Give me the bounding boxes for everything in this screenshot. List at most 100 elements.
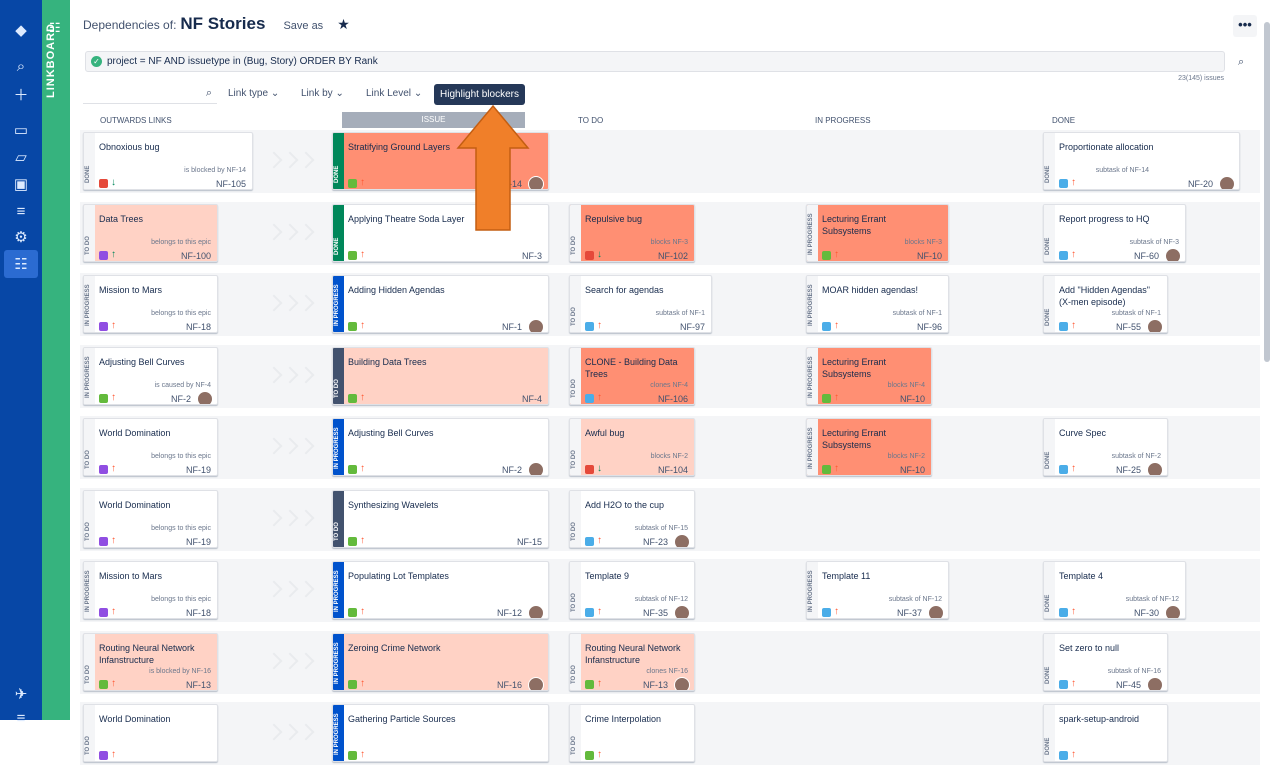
- issue-card[interactable]: DONE Set zero to null subtask of NF-16 ↑ NF-…: [1043, 632, 1168, 691]
- issue-key[interactable]: NF-30: [1133, 608, 1159, 618]
- issue-card[interactable]: DONE Curve Spec subtask of NF-2 ↑ NF-25: [1043, 418, 1168, 476]
- highlight-blockers-button[interactable]: Highlight blockers: [434, 84, 525, 105]
- issue-card[interactable]: IN PROGRESS Mission to Mars belongs to thi…: [83, 561, 218, 619]
- issue-card[interactable]: TO DO World Domination belongs to this epi…: [83, 489, 218, 548]
- issue-card[interactable]: IN PROGRESS Lecturing Errant Subsystems bl…: [806, 418, 932, 476]
- issue-key[interactable]: NF-10: [899, 465, 925, 475]
- issue-card[interactable]: TO DO Data Trees belongs to this epic ↑ NF-1…: [83, 203, 218, 262]
- more-actions-button[interactable]: •••: [1233, 15, 1257, 37]
- linkboard-app-icon[interactable]: ☷: [4, 250, 38, 278]
- board-icon[interactable]: ▭: [13, 122, 29, 139]
- issue-key[interactable]: NF-18: [185, 322, 211, 332]
- issue-card[interactable]: DONE Template 4 subtask of NF-12 ↑ NF-30: [1043, 561, 1186, 619]
- issue-card[interactable]: IN PROGRESS Template 11 subtask of NF-12 ↑ N…: [806, 561, 949, 619]
- save-as-button[interactable]: Save as: [283, 20, 324, 32]
- issue-card[interactable]: IN PROGRESS Populating Lot Templates ↑ NF-1…: [332, 561, 549, 619]
- issue-key[interactable]: NF-10: [899, 393, 925, 404]
- issue-card[interactable]: IN PROGRESS Zeroing Crime Network ↑ NF-16: [332, 632, 549, 691]
- link-by-dropdown[interactable]: Link by ⌄: [301, 88, 344, 99]
- filter-input[interactable]: ⌕: [83, 84, 217, 104]
- issue-key[interactable]: NF-1: [502, 322, 522, 332]
- jql-input[interactable]: ✓ project = NF AND issuetype in (Bug, St…: [85, 51, 1225, 72]
- issue-card[interactable]: IN PROGRESS Lecturing Errant Subsystems bl…: [806, 346, 932, 405]
- issue-key[interactable]: NF-35: [642, 608, 668, 618]
- filter-icon[interactable]: ≡: [16, 202, 26, 220]
- issue-card[interactable]: TO DO Awful bug blocks NF-2 ↓ NF-104: [569, 418, 695, 476]
- jql-search-icon[interactable]: ⌕: [1238, 56, 1245, 68]
- link-level-dropdown[interactable]: Link Level ⌄: [366, 88, 423, 99]
- issue-key[interactable]: NF-20: [1187, 179, 1213, 189]
- issue-key[interactable]: NF-25: [1115, 465, 1141, 475]
- issue-key[interactable]: NF-18: [185, 608, 211, 618]
- issue-card[interactable]: DONE Obnoxious bug is blocked by NF-14 ↓ NF-…: [83, 132, 253, 190]
- issue-card[interactable]: TO DO Add H2O to the cup subtask of NF-15 ↑…: [569, 489, 695, 548]
- avatar[interactable]: [674, 676, 690, 690]
- issue-key[interactable]: NF-55: [1115, 322, 1141, 332]
- folder-icon[interactable]: ▱: [15, 149, 27, 166]
- avatar[interactable]: [1165, 247, 1181, 261]
- menu-icon[interactable]: ≡: [16, 709, 26, 727]
- issue-card[interactable]: TO DO Synthesizing Wavelets ↑ NF-15: [332, 489, 549, 548]
- avatar[interactable]: [528, 462, 544, 475]
- issue-card[interactable]: TO DO Routing Neural Network Infanstructu…: [83, 632, 218, 691]
- issue-key[interactable]: NF-2: [171, 393, 191, 404]
- issue-card[interactable]: IN PROGRESS Adjusting Bell Curves ↑ NF-2: [332, 418, 549, 476]
- issue-card[interactable]: IN PROGRESS MOAR hidden agendas! subtask o…: [806, 275, 949, 333]
- issue-key[interactable]: NF-19: [185, 536, 211, 547]
- issue-card[interactable]: TO DO Template 9 subtask of NF-12 ↑ NF-35: [569, 561, 695, 619]
- avatar[interactable]: [1219, 176, 1235, 189]
- monitor-icon[interactable]: ▣: [13, 176, 29, 193]
- avatar[interactable]: [928, 605, 944, 618]
- issue-card[interactable]: DONE Report progress to HQ subtask of NF-3…: [1043, 203, 1186, 262]
- issue-card[interactable]: IN PROGRESS Adding Hidden Agendas ↑ NF-1: [332, 275, 549, 333]
- avatar[interactable]: [674, 533, 690, 547]
- issue-card[interactable]: TO DO Repulsive bug blocks NF-3 ↓ NF-102: [569, 203, 695, 262]
- avatar[interactable]: [528, 605, 544, 618]
- link-type-dropdown[interactable]: Link type ⌄: [228, 88, 280, 99]
- avatar[interactable]: [1147, 676, 1163, 690]
- avatar[interactable]: [1147, 319, 1163, 332]
- issue-key[interactable]: NF-13: [642, 679, 668, 690]
- avatar[interactable]: [528, 676, 544, 690]
- search-icon[interactable]: ⌕: [16, 57, 26, 75]
- issue-card[interactable]: IN PROGRESS Adjusting Bell Curves is cause…: [83, 346, 218, 405]
- issue-card[interactable]: IN PROGRESS Lecturing Errant Subsystems bl…: [806, 203, 949, 262]
- issue-card[interactable]: IN PROGRESS Gathering Particle Sources ↑: [332, 704, 549, 762]
- issue-card[interactable]: TO DO World Domination belongs to this epi…: [83, 418, 218, 476]
- avatar[interactable]: [197, 390, 213, 404]
- avatar[interactable]: [1165, 605, 1181, 618]
- issue-key[interactable]: NF-60: [1133, 250, 1159, 261]
- avatar[interactable]: [528, 319, 544, 332]
- rocket-icon[interactable]: ✈: [14, 686, 28, 703]
- issue-key[interactable]: NF-23: [642, 536, 668, 547]
- issue-key[interactable]: NF-102: [657, 250, 688, 261]
- issue-key[interactable]: NF-4: [522, 393, 542, 404]
- issue-card[interactable]: DONE spark-setup-android ↑: [1043, 704, 1168, 762]
- issue-key[interactable]: NF-100: [180, 250, 211, 261]
- issue-key[interactable]: NF-19: [185, 465, 211, 475]
- issue-card[interactable]: TO DO CLONE - Building Data Trees clones N…: [569, 346, 695, 405]
- avatar[interactable]: [674, 605, 690, 618]
- issue-key[interactable]: NF-96: [916, 322, 942, 332]
- issue-key[interactable]: NF-12: [496, 608, 522, 618]
- gear-icon[interactable]: ⚙: [14, 229, 28, 246]
- issue-card[interactable]: DONE Add "Hidden Agendas" (X-men episode)…: [1043, 275, 1168, 333]
- issue-key[interactable]: NF-105: [215, 179, 246, 189]
- issue-card[interactable]: DONE Applying Theatre Soda Layer ↑ NF-3: [332, 203, 549, 262]
- issue-card[interactable]: IN PROGRESS Mission to Mars belongs to thi…: [83, 275, 218, 333]
- issue-key[interactable]: NF-10: [916, 250, 942, 261]
- avatar[interactable]: [1147, 462, 1163, 475]
- issue-card[interactable]: TO DO Routing Neural Network Infanstructu…: [569, 632, 695, 691]
- issue-key[interactable]: NF-15: [516, 536, 542, 547]
- issue-card[interactable]: DONE Proportionate allocation subtask of N…: [1043, 132, 1240, 190]
- issue-key[interactable]: NF-45: [1115, 679, 1141, 690]
- issue-key[interactable]: NF-104: [657, 465, 688, 475]
- issue-key[interactable]: NF-106: [657, 393, 688, 404]
- create-icon[interactable]: ＋: [13, 86, 29, 104]
- avatar[interactable]: [528, 176, 544, 189]
- issue-key[interactable]: NF-16: [496, 679, 522, 690]
- issue-key[interactable]: NF-2: [502, 465, 522, 475]
- issue-card[interactable]: TO DO Building Data Trees ↑ NF-4: [332, 346, 549, 405]
- issue-key[interactable]: NF-37: [896, 608, 922, 618]
- issue-card[interactable]: TO DO Crime Interpolation ↑: [569, 704, 695, 762]
